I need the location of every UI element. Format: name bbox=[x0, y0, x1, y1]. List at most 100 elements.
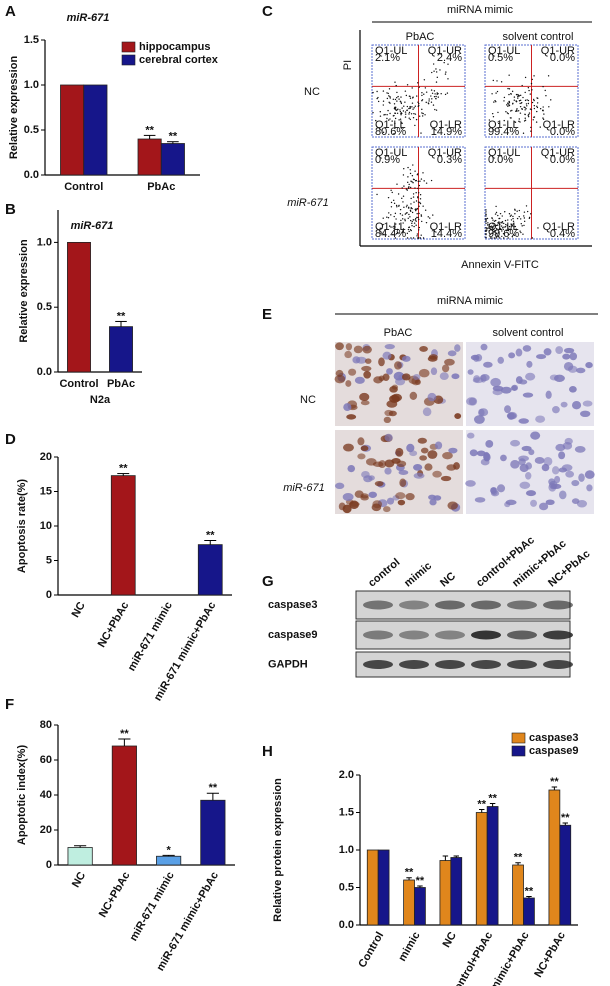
event-dot bbox=[435, 81, 438, 83]
event-dot bbox=[496, 80, 498, 82]
bar bbox=[156, 855, 182, 866]
event-dot bbox=[423, 79, 426, 81]
cell bbox=[447, 501, 458, 510]
event-dot bbox=[513, 226, 515, 228]
event-dot bbox=[519, 105, 522, 108]
event-dot bbox=[411, 106, 413, 108]
cell bbox=[424, 463, 433, 471]
lane-label: mimic bbox=[402, 560, 434, 590]
quadrant-percent: 0.4% bbox=[550, 228, 575, 240]
event-dot bbox=[419, 180, 421, 182]
error-bar bbox=[74, 845, 87, 848]
event-dot bbox=[409, 186, 412, 189]
event-dot bbox=[509, 215, 512, 217]
band bbox=[435, 600, 465, 610]
event-dot bbox=[503, 119, 505, 122]
cell bbox=[419, 346, 428, 352]
event-dot bbox=[520, 223, 522, 225]
event-dot bbox=[390, 206, 393, 208]
event-dot bbox=[403, 206, 405, 209]
cell bbox=[543, 456, 553, 466]
event-dot bbox=[402, 228, 405, 230]
cell bbox=[440, 475, 452, 482]
event-dot bbox=[409, 216, 411, 218]
event-dot bbox=[493, 220, 496, 222]
error-bar bbox=[442, 855, 449, 861]
event-dot bbox=[399, 208, 402, 211]
event-dot bbox=[529, 108, 532, 110]
event-dot bbox=[396, 97, 398, 99]
cell bbox=[526, 360, 533, 368]
event-dot bbox=[491, 229, 493, 231]
event-dot bbox=[406, 237, 409, 239]
event-dot bbox=[507, 229, 510, 232]
event-dot bbox=[527, 102, 530, 105]
cell bbox=[399, 478, 407, 487]
event-dot bbox=[435, 68, 437, 70]
bar bbox=[60, 84, 85, 176]
bar bbox=[377, 849, 390, 926]
event-dot bbox=[422, 205, 424, 207]
cell bbox=[406, 443, 415, 453]
event-dot bbox=[386, 97, 389, 100]
event-dot bbox=[401, 112, 403, 115]
event-dot bbox=[495, 205, 497, 208]
cell bbox=[454, 413, 462, 420]
event-dot bbox=[495, 232, 498, 234]
event-dot bbox=[504, 225, 507, 228]
cell bbox=[548, 483, 557, 492]
event-dot bbox=[413, 107, 415, 109]
quadrant-percent: 0.0% bbox=[488, 154, 513, 166]
cell bbox=[368, 475, 375, 481]
event-dot bbox=[409, 95, 411, 98]
cell bbox=[473, 354, 480, 362]
event-dot bbox=[414, 208, 417, 210]
event-dot bbox=[412, 196, 415, 198]
cell bbox=[562, 442, 573, 450]
event-dot bbox=[511, 109, 513, 112]
quadrant-name: Q1-UR bbox=[541, 147, 575, 159]
event-dot bbox=[511, 103, 514, 105]
event-dot bbox=[511, 225, 513, 228]
y-tick-label: 0.5 bbox=[24, 124, 39, 136]
cell bbox=[396, 460, 407, 468]
y-tick-label: 80 bbox=[40, 719, 52, 731]
column-label: PbAC bbox=[406, 31, 435, 43]
quadrant-percent: 0.0% bbox=[550, 126, 575, 138]
event-dot bbox=[416, 235, 418, 237]
event-dot bbox=[417, 192, 420, 194]
cell bbox=[551, 466, 560, 475]
cell bbox=[383, 506, 391, 513]
quadrant-percent: 0.0% bbox=[550, 52, 575, 64]
event-dot bbox=[408, 206, 410, 208]
cell bbox=[363, 370, 372, 379]
event-dot bbox=[544, 89, 546, 92]
quadrant-name: Q1-LR bbox=[543, 119, 575, 131]
event-dot bbox=[518, 118, 520, 120]
cell bbox=[409, 391, 418, 400]
event-dot bbox=[389, 102, 391, 104]
event-dot bbox=[398, 204, 400, 207]
bar bbox=[548, 789, 561, 926]
event-dot bbox=[436, 93, 438, 95]
event-dot bbox=[525, 108, 527, 110]
quadrant-percent: 2.4% bbox=[437, 52, 462, 64]
event-dot bbox=[547, 75, 550, 77]
cell bbox=[395, 377, 406, 386]
event-dot bbox=[492, 228, 495, 231]
event-dot bbox=[412, 193, 415, 195]
significance: ** bbox=[525, 885, 534, 897]
y-tick-label: 1.0 bbox=[339, 844, 354, 856]
x-tick-label: NC bbox=[70, 870, 88, 890]
cell bbox=[563, 347, 575, 354]
cell bbox=[511, 384, 518, 391]
event-dot bbox=[494, 230, 496, 232]
cell bbox=[357, 453, 366, 460]
event-dot bbox=[404, 113, 407, 115]
y-tick-label: 2.0 bbox=[339, 769, 354, 781]
quadrant-percent: 0.5% bbox=[488, 52, 513, 64]
event-dot bbox=[433, 70, 435, 72]
bar bbox=[523, 897, 535, 926]
event-dot bbox=[417, 101, 419, 103]
event-dot bbox=[499, 212, 502, 215]
